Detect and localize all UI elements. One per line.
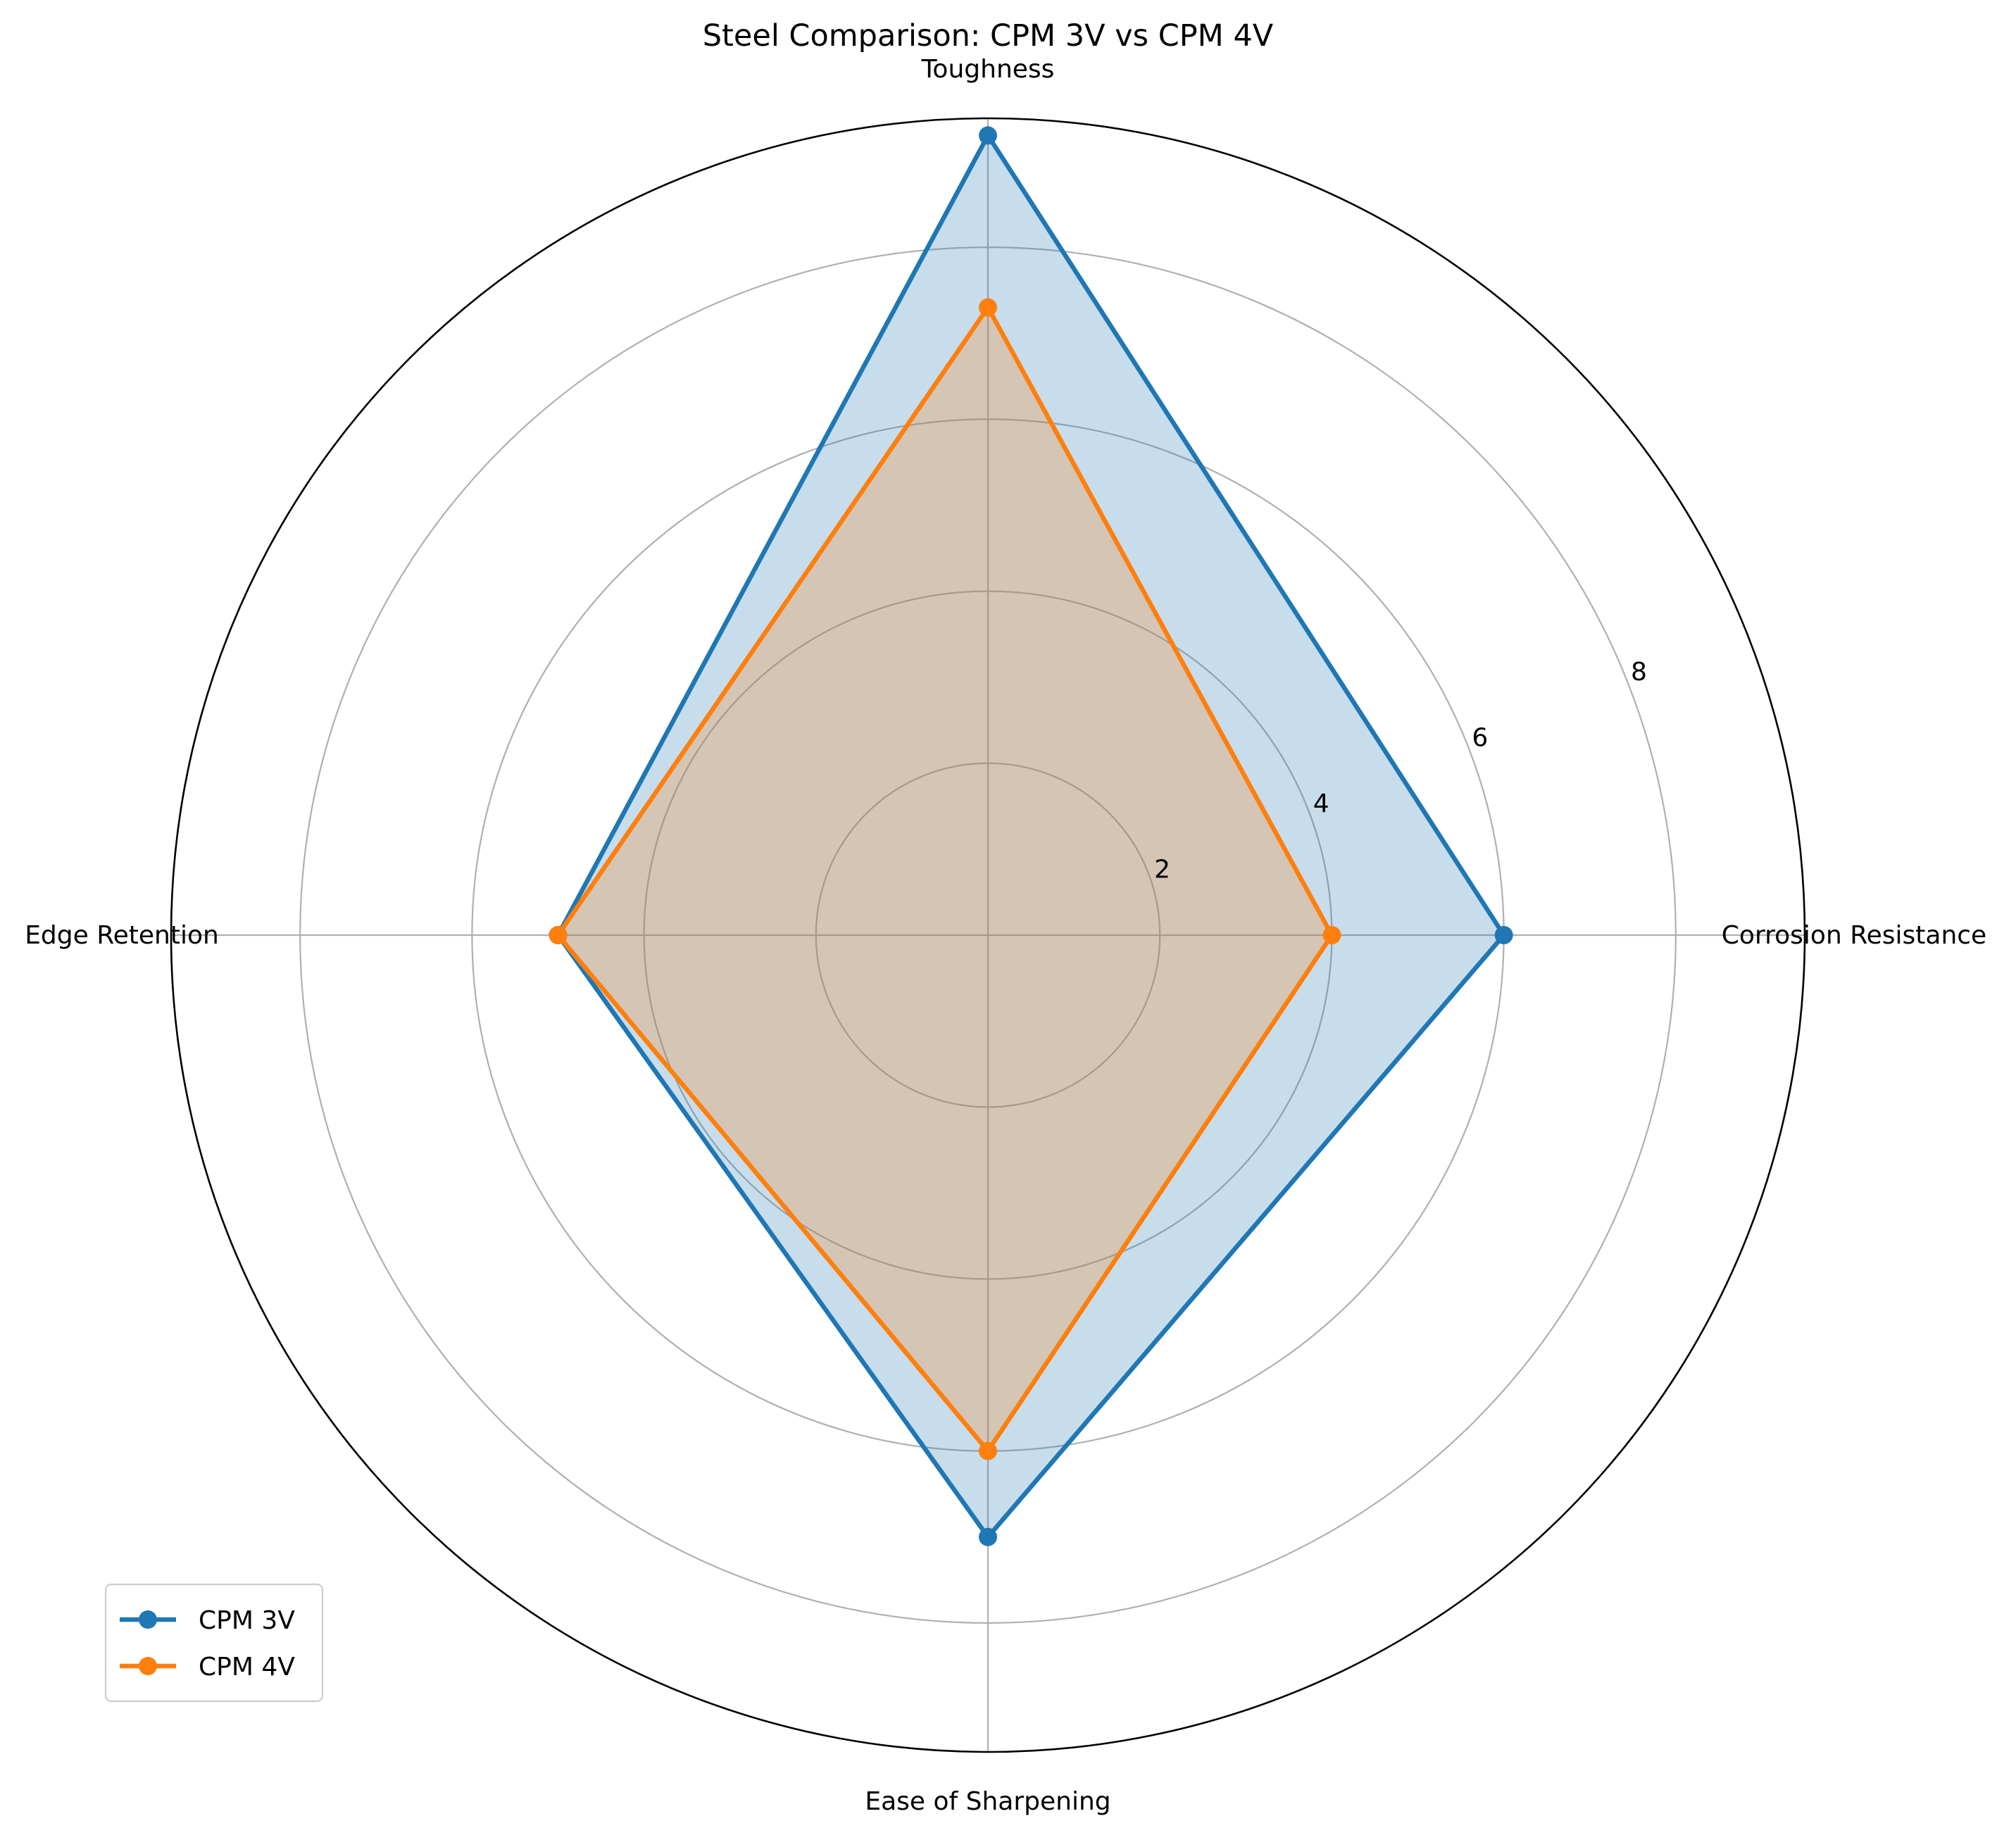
data-point <box>979 1527 997 1546</box>
legend-marker <box>139 1657 157 1675</box>
series-fill <box>558 135 1504 1537</box>
category-label: Toughness <box>921 55 1055 84</box>
r-tick-label: 2 <box>1154 856 1170 884</box>
legend-marker <box>139 1610 157 1629</box>
legend-label: CPM 4V <box>199 1653 295 1682</box>
r-tick-label: 6 <box>1472 724 1488 753</box>
polar-frame <box>170 117 1806 1753</box>
category-label: Corrosion Resistance <box>1722 921 1986 950</box>
r-tick-label: 8 <box>1631 658 1647 687</box>
data-point <box>979 1441 997 1460</box>
legend: CPM 3V CPM 4V <box>104 1583 324 1703</box>
data-point <box>1322 926 1341 944</box>
data-point <box>1494 926 1513 944</box>
category-label: Ease of Sharpening <box>865 1787 1110 1816</box>
data-point <box>979 126 997 145</box>
legend-box <box>104 1583 324 1703</box>
chart-title: Steel Comparison: CPM 3V vs CPM 4V <box>703 18 1274 54</box>
series-layer <box>549 126 1513 1546</box>
label-layer: 2 4 6 8 Corrosion Resistance Toughness Edge Re… <box>25 55 1986 1816</box>
data-point <box>549 926 568 944</box>
legend-label: CPM 3V <box>199 1606 295 1635</box>
category-label: Edge Retention <box>25 921 219 950</box>
r-tick-label: 4 <box>1313 789 1329 818</box>
series-fill <box>558 307 1332 1451</box>
data-point <box>979 298 997 317</box>
